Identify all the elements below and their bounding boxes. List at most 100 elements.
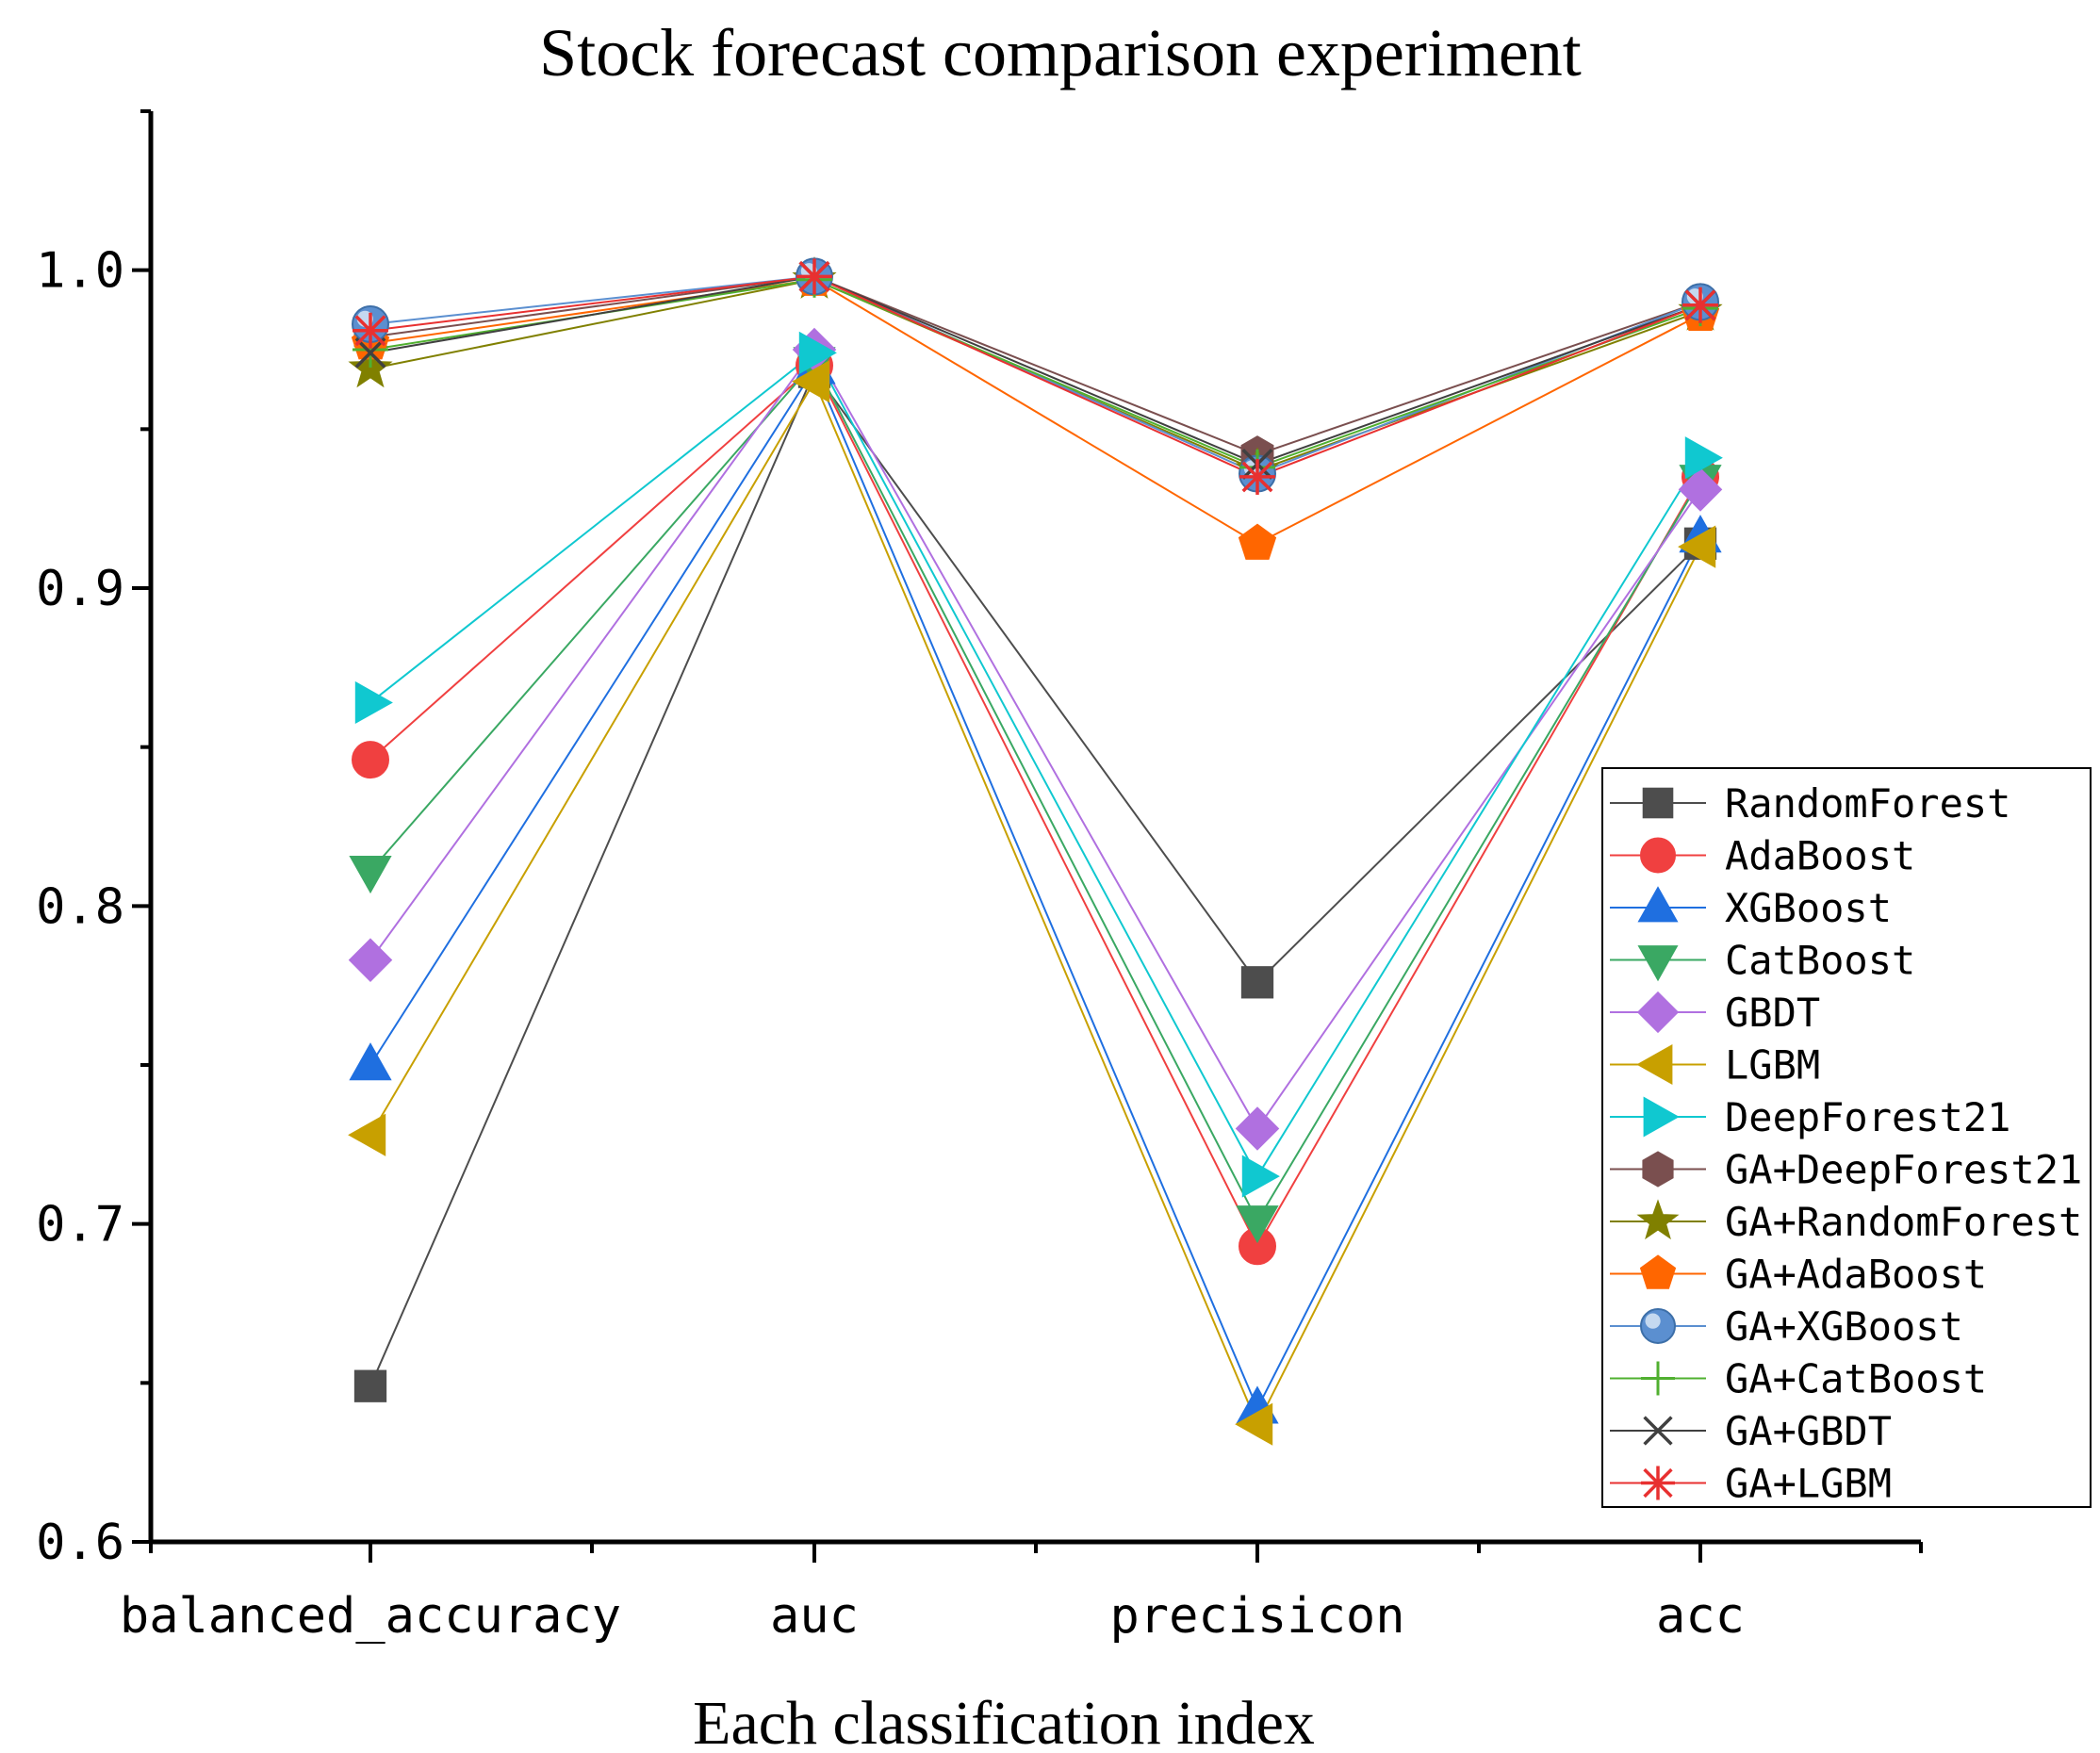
data-point	[1240, 966, 1274, 999]
legend-item: GBDT	[1610, 990, 1820, 1036]
series-xgboost	[369, 367, 1701, 1411]
legend-marker	[1640, 1308, 1676, 1344]
series-markers	[349, 347, 1722, 1244]
data-point	[1682, 287, 1718, 323]
legend-label: GA+CatBoost	[1725, 1356, 1987, 1402]
legend-marker	[1636, 1043, 1673, 1086]
data-point	[348, 1113, 386, 1156]
legend-item: RandomForest	[1610, 780, 2010, 827]
y-tick-label: 0.9	[36, 561, 124, 617]
series-catboost	[369, 360, 1701, 1223]
data-point	[354, 336, 386, 369]
series-ga-adaboost	[369, 278, 1701, 545]
data-point	[1239, 458, 1275, 495]
legend-label: GA+DeepForest21	[1725, 1147, 2082, 1193]
legend-marker	[1642, 787, 1674, 819]
y-tick-label: 0.8	[36, 878, 124, 935]
axes: 0.6 0.7 0.8 0.9 1.0 balanced_accuracy auc preci…	[36, 109, 1923, 1645]
data-point	[348, 938, 393, 982]
data-point	[353, 312, 388, 349]
legend-label: AdaBoost	[1725, 833, 1915, 879]
series-ga-lgbm	[369, 275, 1701, 479]
legend-label: RandomForest	[1725, 780, 2010, 827]
legend-marker	[1642, 1151, 1674, 1188]
series-line	[369, 351, 1701, 1179]
data-point	[1235, 1402, 1273, 1446]
legend-marker	[1641, 1361, 1675, 1396]
series-line	[369, 278, 1701, 545]
series-ga-gbdt	[369, 275, 1701, 466]
legend-label: LGBM	[1725, 1042, 1820, 1089]
data-point	[352, 741, 389, 779]
x-tick-label: precisicon	[1109, 1588, 1404, 1645]
y-tick-label: 0.6	[36, 1515, 124, 1571]
series-line	[369, 360, 1701, 1223]
series-line	[369, 348, 1701, 1131]
data-point	[1238, 523, 1277, 560]
legend-label: GA+AdaBoost	[1725, 1252, 1987, 1298]
legend-item: AdaBoost	[1610, 833, 1915, 879]
series-markers	[354, 331, 1723, 1198]
data-point	[349, 856, 392, 894]
series-line	[369, 275, 1701, 479]
series-ga-deepforest21	[369, 275, 1701, 456]
series-markers	[353, 355, 1717, 1402]
data-point	[353, 1369, 387, 1402]
legend-label: XGBoost	[1725, 885, 1892, 931]
y-tick-label: 0.7	[36, 1197, 124, 1253]
legend-label: DeepForest21	[1725, 1094, 2010, 1140]
legend-marker	[1636, 991, 1680, 1034]
series-line	[369, 278, 1701, 468]
data-point	[349, 1042, 392, 1081]
legend-label: GA+RandomForest	[1725, 1199, 2082, 1245]
x-tick-label: acc	[1656, 1588, 1745, 1645]
legend-label: GA+LGBM	[1725, 1461, 1892, 1507]
legend-item: DeepForest21	[1610, 1094, 2010, 1140]
series-ga-catboost	[369, 278, 1701, 468]
legend-marker	[1639, 1254, 1677, 1289]
legend-item: LGBM	[1610, 1042, 1820, 1089]
x-tick-label: balanced_accuracy	[120, 1588, 621, 1645]
chart-title: Stock forecast comparison experiment	[539, 15, 1582, 90]
legend-marker	[1641, 1466, 1675, 1500]
legend-item: GA+DeepForest21	[1610, 1147, 2082, 1193]
series-line	[369, 369, 1701, 1387]
x-axis-label: Each classification index	[693, 1689, 1315, 1753]
series-layer	[348, 255, 1723, 1446]
legend-marker	[1637, 945, 1679, 982]
legend-label: CatBoost	[1725, 938, 1915, 984]
legend-item: GA+RandomForest	[1610, 1199, 2082, 1245]
legend-box	[1601, 767, 2092, 1508]
legend-label: GA+XGBoost	[1725, 1303, 1963, 1350]
legend-label: GBDT	[1725, 990, 1820, 1036]
data-point	[1684, 436, 1723, 480]
data-point	[1678, 467, 1723, 512]
legend-item: XGBoost	[1610, 885, 1892, 931]
legend-item: CatBoost	[1610, 938, 1915, 984]
data-point	[1235, 1106, 1280, 1151]
legend-marker	[1636, 1199, 1680, 1240]
legend-label: GA+GBDT	[1725, 1408, 1892, 1454]
series-line	[369, 275, 1701, 456]
x-tick-label: auc	[770, 1588, 859, 1645]
data-point	[798, 331, 837, 374]
data-point	[1241, 1155, 1280, 1198]
legend-item: GA+XGBoost	[1610, 1303, 1963, 1350]
data-point	[792, 360, 830, 403]
series-gbdt	[369, 348, 1701, 1131]
legend-marker	[1643, 1096, 1680, 1138]
legend-item: GA+AdaBoost	[1610, 1252, 1987, 1298]
series-adaboost	[369, 364, 1701, 1249]
legend-marker	[1637, 886, 1679, 923]
series-line	[369, 379, 1701, 1427]
series-randomforest	[369, 369, 1701, 1387]
series-deepforest21	[369, 351, 1701, 1179]
series-markers	[353, 258, 1718, 495]
data-point	[1678, 525, 1716, 568]
legend-item: GA+LGBM	[1610, 1461, 1892, 1507]
series-line	[369, 367, 1701, 1411]
y-tick-label: 1.0	[36, 243, 124, 300]
data-point	[796, 258, 832, 295]
